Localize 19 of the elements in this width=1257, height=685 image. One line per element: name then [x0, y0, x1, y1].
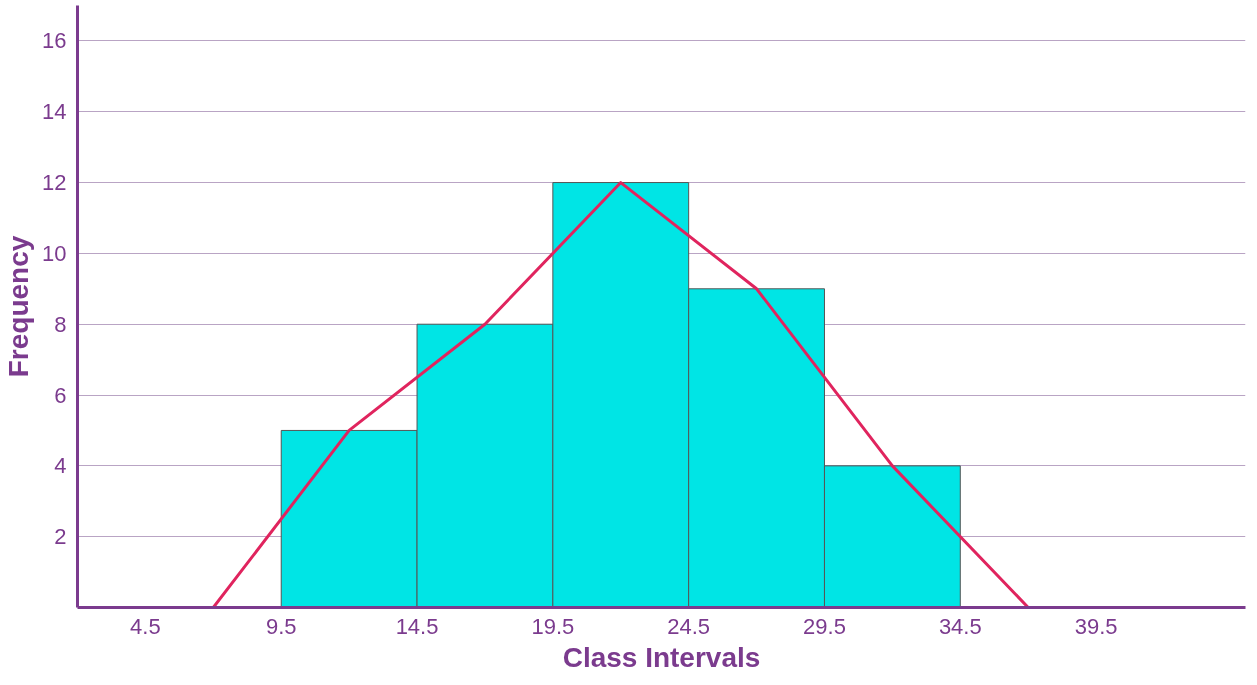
x-tick-label: 9.5 [265, 613, 297, 639]
y-tick-label: 14 [42, 99, 67, 125]
x-tick-label: 34.5 [938, 613, 982, 639]
y-tick-label: 4 [54, 453, 67, 479]
y-tick-label: 2 [54, 524, 67, 550]
x-tick-label: 19.5 [531, 613, 575, 639]
x-tick-label: 14.5 [395, 613, 439, 639]
x-axis-title: Class Intervals [562, 641, 761, 673]
y-axis-title: Frequency [3, 235, 35, 378]
x-tick-label: 29.5 [803, 613, 846, 639]
y-tick-label: 8 [54, 311, 67, 337]
x-tick-label: 24.5 [667, 613, 711, 639]
x-tick-label: 39.5 [1074, 613, 1118, 639]
y-tick-label: 10 [42, 240, 67, 266]
y-tick-label: 12 [42, 170, 67, 196]
line-series [211, 181, 1030, 608]
y-tick-label: 6 [54, 382, 67, 408]
x-tick-label: 4.5 [130, 613, 161, 639]
y-tick-label: 16 [42, 28, 67, 54]
